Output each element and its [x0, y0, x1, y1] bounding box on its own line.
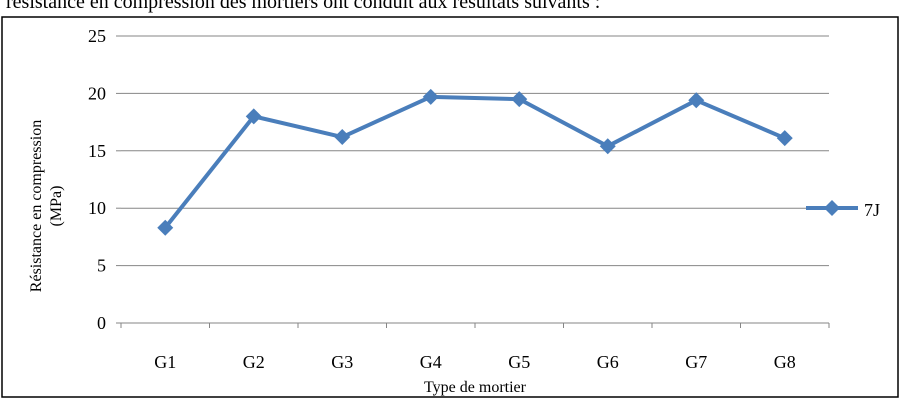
intro-text: résistance en compression des mortiers o… — [6, 0, 601, 13]
x-tick-label-g2: G2 — [243, 352, 265, 372]
data-point-g7 — [688, 92, 705, 109]
x-tick-label-g7: G7 — [685, 352, 707, 372]
series-7j — [157, 88, 793, 236]
x-axis-label: Type de mortier — [424, 379, 527, 396]
series-line-0 — [163, 94, 786, 229]
y-tick-label-20: 20 — [88, 83, 106, 103]
y-axis-label-line-2: (MPa) — [48, 186, 65, 227]
gridlines — [116, 35, 829, 324]
x-tick-label-g3: G3 — [331, 352, 353, 372]
x-tick-label-g8: G8 — [774, 352, 796, 372]
y-tick-label-10: 10 — [88, 198, 106, 218]
data-point-g8 — [776, 130, 793, 147]
y-tick-label-15: 15 — [88, 141, 106, 161]
x-tick-label-g4: G4 — [420, 352, 442, 372]
x-tick-labels: G1 G2 G3 G4 G5 G6 G7 G8 — [120, 323, 830, 372]
y-tick-labels: 0 5 10 15 20 25 — [88, 26, 106, 333]
chart-border — [1, 16, 899, 398]
x-tick-label-g1: G1 — [154, 352, 176, 372]
y-tick-label-0: 0 — [97, 313, 106, 333]
legend: 7J — [806, 200, 880, 220]
data-point-g6 — [599, 138, 616, 155]
legend-marker — [824, 200, 840, 216]
x-tick-label-g6: G6 — [597, 352, 619, 372]
data-point-g5 — [511, 91, 528, 108]
y-tick-label-25: 25 — [88, 26, 106, 46]
y-axis-label-line-1: Résistance en compression — [28, 120, 45, 292]
data-point-g2 — [245, 108, 262, 125]
data-point-g3 — [334, 129, 351, 146]
legend-label: 7J — [864, 200, 880, 220]
data-point-g4 — [422, 88, 439, 105]
y-tick-label-5: 5 — [97, 256, 106, 276]
data-point-g1 — [157, 219, 174, 236]
x-tick-label-g5: G5 — [508, 352, 530, 372]
